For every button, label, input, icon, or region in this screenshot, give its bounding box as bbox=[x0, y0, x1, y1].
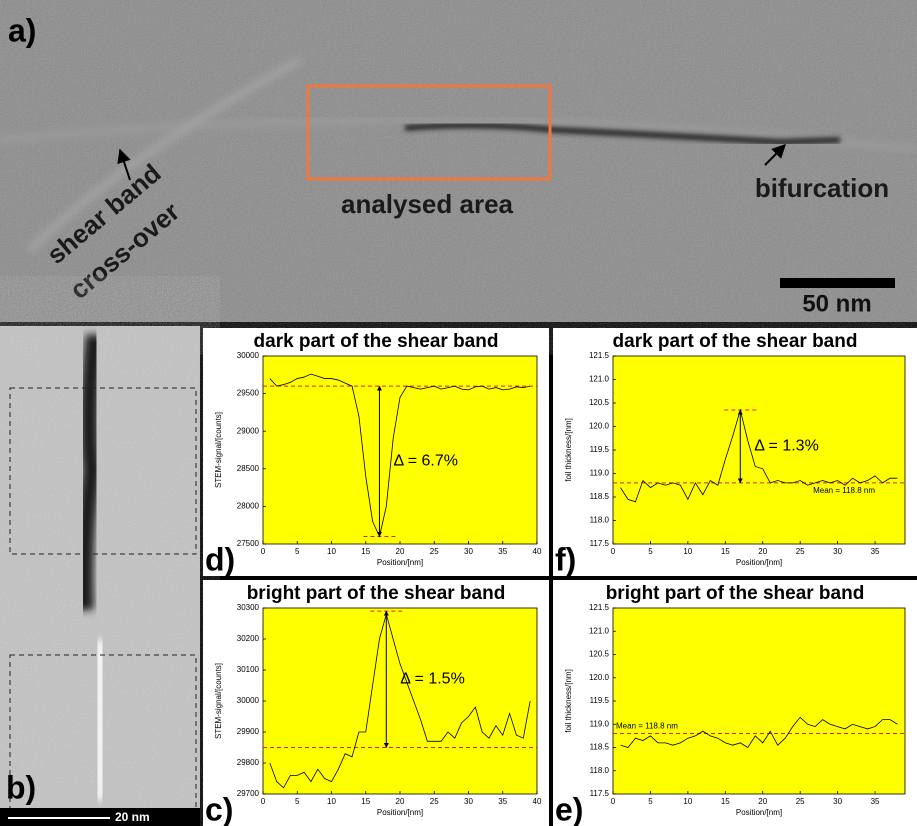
y-tick-label: 29900 bbox=[237, 727, 260, 736]
y-tick-label: 120.0 bbox=[589, 673, 610, 682]
x-tick-label: 40 bbox=[533, 797, 542, 806]
x-axis-label: Position/[nm] bbox=[736, 808, 782, 817]
x-tick-label: 20 bbox=[396, 547, 405, 556]
y-tick-label: 121.5 bbox=[589, 603, 610, 612]
x-tick-label: 25 bbox=[796, 547, 805, 556]
y-tick-label: 28000 bbox=[237, 502, 260, 511]
x-tick-label: 30 bbox=[833, 547, 842, 556]
y-tick-label: 29700 bbox=[237, 789, 260, 798]
y-tick-label: 120.5 bbox=[589, 398, 610, 407]
panel-label: b) bbox=[6, 769, 36, 805]
x-tick-label: 40 bbox=[533, 547, 542, 556]
x-tick-label: 5 bbox=[648, 547, 653, 556]
x-tick-label: 20 bbox=[758, 547, 767, 556]
y-axis-label: foil thickness/[nm] bbox=[564, 669, 573, 733]
x-tick-label: 0 bbox=[611, 797, 616, 806]
x-tick-label: 35 bbox=[871, 797, 880, 806]
x-tick-label: 15 bbox=[361, 797, 370, 806]
y-tick-label: 28500 bbox=[237, 464, 260, 473]
x-tick-label: 25 bbox=[430, 547, 439, 556]
scale-bar-label: 50 nm bbox=[802, 290, 871, 317]
mean-label: Mean = 118.8 nm bbox=[616, 722, 678, 731]
micrograph-a bbox=[0, 0, 917, 322]
y-tick-label: 120.5 bbox=[589, 650, 610, 659]
y-tick-label: 121.5 bbox=[589, 351, 610, 360]
y-tick-label: 119.5 bbox=[590, 696, 610, 705]
x-axis-label: Position/[nm] bbox=[377, 808, 423, 817]
y-tick-label: 119.0 bbox=[590, 469, 610, 478]
x-tick-label: 30 bbox=[464, 797, 473, 806]
panel-label: a) bbox=[8, 12, 36, 48]
chart-title: dark part of the shear band bbox=[613, 331, 858, 352]
x-tick-label: 20 bbox=[396, 797, 405, 806]
panel-label: d) bbox=[205, 541, 235, 577]
x-tick-label: 20 bbox=[758, 797, 767, 806]
micrograph-b bbox=[0, 326, 200, 826]
x-tick-label: 0 bbox=[261, 797, 266, 806]
x-tick-label: 0 bbox=[611, 547, 616, 556]
y-tick-label: 117.5 bbox=[590, 789, 610, 798]
y-tick-label: 30200 bbox=[237, 634, 260, 643]
x-tick-label: 15 bbox=[721, 547, 730, 556]
x-tick-label: 5 bbox=[295, 797, 300, 806]
y-tick-label: 118.5 bbox=[590, 743, 610, 752]
y-tick-label: 29800 bbox=[237, 758, 260, 767]
x-tick-label: 10 bbox=[683, 547, 692, 556]
delta-label: Δ = 6.7% bbox=[393, 452, 458, 469]
annotation: analysed area bbox=[341, 189, 514, 219]
y-tick-label: 30100 bbox=[237, 665, 260, 674]
x-tick-label: 10 bbox=[327, 797, 336, 806]
y-tick-label: 121.0 bbox=[589, 626, 610, 635]
y-tick-label: 119.0 bbox=[590, 719, 610, 728]
page: a) shear band cross-over analysed area b… bbox=[0, 0, 917, 826]
x-tick-label: 10 bbox=[683, 797, 692, 806]
y-tick-label: 119.5 bbox=[590, 445, 610, 454]
x-axis-label: Position/[nm] bbox=[736, 558, 782, 567]
y-tick-label: 27500 bbox=[237, 539, 260, 548]
plot-area bbox=[263, 608, 537, 794]
y-axis-label: STEM-signal/[counts] bbox=[214, 663, 223, 739]
figure: a) shear band cross-over analysed area b… bbox=[0, 0, 917, 826]
y-tick-label: 30000 bbox=[237, 351, 260, 360]
y-axis-label: foil thickness/[nm] bbox=[564, 418, 573, 482]
x-tick-label: 30 bbox=[833, 797, 842, 806]
panel-label: c) bbox=[205, 791, 233, 826]
x-tick-label: 10 bbox=[327, 547, 336, 556]
y-tick-label: 118.0 bbox=[590, 516, 610, 525]
mean-label: Mean = 118.8 nm bbox=[813, 486, 875, 495]
y-tick-label: 121.0 bbox=[589, 375, 610, 384]
x-tick-label: 15 bbox=[361, 547, 370, 556]
chart-title: bright part of the shear band bbox=[247, 583, 506, 604]
scale-bar-label: 20 nm bbox=[115, 810, 150, 824]
x-tick-label: 25 bbox=[796, 797, 805, 806]
chart-title: bright part of the shear band bbox=[606, 583, 865, 604]
y-tick-label: 118.0 bbox=[590, 766, 610, 775]
y-tick-label: 117.5 bbox=[590, 539, 610, 548]
x-tick-label: 35 bbox=[498, 547, 507, 556]
y-tick-label: 118.5 bbox=[590, 492, 610, 501]
x-tick-label: 35 bbox=[871, 547, 880, 556]
y-tick-label: 120.0 bbox=[589, 422, 610, 431]
x-tick-label: 35 bbox=[498, 797, 507, 806]
panel-label: e) bbox=[555, 791, 583, 826]
y-axis-label: STEM-signal/[counts] bbox=[214, 412, 223, 488]
x-tick-label: 5 bbox=[295, 547, 300, 556]
y-tick-label: 29000 bbox=[237, 426, 260, 435]
x-axis-label: Position/[nm] bbox=[377, 558, 423, 567]
y-tick-label: 29500 bbox=[237, 389, 260, 398]
delta-label: Δ = 1.5% bbox=[400, 671, 465, 688]
panel-label: f) bbox=[555, 541, 576, 577]
plot-area bbox=[613, 608, 905, 794]
chart-title: dark part of the shear band bbox=[254, 331, 499, 352]
y-tick-label: 30300 bbox=[237, 603, 260, 612]
x-tick-label: 30 bbox=[464, 547, 473, 556]
plot-area bbox=[263, 356, 537, 544]
x-tick-label: 15 bbox=[721, 797, 730, 806]
x-tick-label: 0 bbox=[261, 547, 266, 556]
y-tick-label: 30000 bbox=[237, 696, 260, 705]
annotation: bifurcation bbox=[755, 173, 889, 203]
x-tick-label: 5 bbox=[648, 797, 653, 806]
x-tick-label: 25 bbox=[430, 797, 439, 806]
delta-label: Δ = 1.3% bbox=[754, 438, 819, 455]
